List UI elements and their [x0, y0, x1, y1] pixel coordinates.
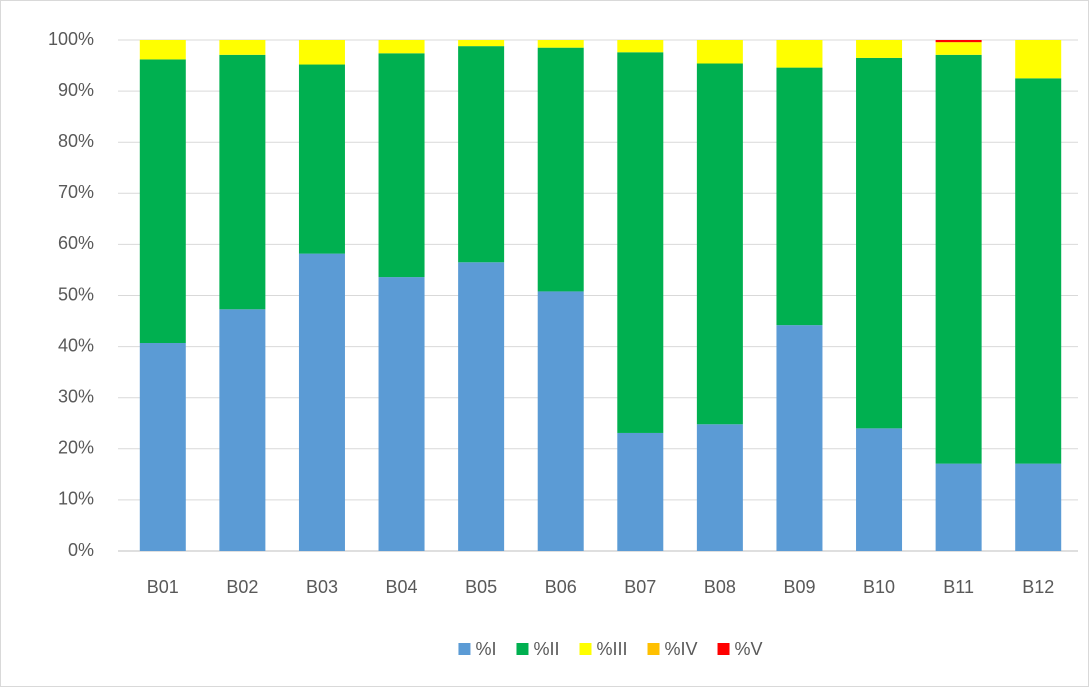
legend-label: %I: [475, 639, 496, 659]
legend-swatch: [579, 643, 592, 655]
legend-swatch: [458, 643, 471, 655]
bar-segment: [139, 40, 186, 60]
bar-segment: [935, 42, 982, 55]
legend-swatch: [717, 643, 730, 655]
bar-segment: [696, 424, 743, 551]
bar-segment: [776, 325, 823, 551]
x-tick-label: B04: [386, 577, 418, 597]
bar-segment: [935, 42, 982, 43]
bar-segment: [696, 40, 743, 64]
bar-segment: [537, 40, 584, 48]
bar-segment: [537, 47, 584, 292]
bar-segment: [856, 40, 903, 58]
bar-segment: [696, 63, 743, 425]
legend-label: %IV: [665, 639, 698, 659]
x-tick-label: B01: [147, 577, 179, 597]
y-tick-label: 90%: [58, 80, 94, 100]
y-tick-label: 60%: [58, 233, 94, 253]
y-tick-label: 10%: [58, 489, 94, 509]
y-tick-label: 40%: [58, 335, 94, 355]
y-tick-label: 0%: [68, 540, 94, 560]
legend-swatch: [516, 643, 529, 655]
bar-segment: [298, 40, 345, 65]
x-tick-label: B09: [783, 577, 815, 597]
bar-segment: [458, 262, 505, 551]
bar-segment: [776, 67, 823, 326]
bar-segment: [298, 253, 345, 551]
bar-segment: [378, 277, 425, 551]
x-tick-label: B06: [545, 577, 577, 597]
bar-segment: [935, 54, 982, 464]
legend-swatch: [647, 643, 660, 655]
x-tick-label: B12: [1022, 577, 1054, 597]
legend-label: %II: [533, 639, 559, 659]
x-tick-label: B03: [306, 577, 338, 597]
legend-label: %III: [596, 639, 627, 659]
y-tick-label: 100%: [48, 29, 94, 49]
y-tick-label: 80%: [58, 131, 94, 151]
y-tick-label: 70%: [58, 182, 94, 202]
x-tick-label: B05: [465, 577, 497, 597]
bar-segment: [617, 40, 664, 53]
bar-segment: [139, 343, 186, 551]
bar-segment: [378, 53, 425, 278]
x-tick-label: B08: [704, 577, 736, 597]
bar-segment: [617, 432, 664, 551]
bar-segment: [378, 40, 425, 54]
bar-segment: [219, 40, 266, 55]
bar-segment: [537, 291, 584, 551]
x-tick-label: B10: [863, 577, 895, 597]
bar-segment: [458, 46, 505, 263]
bar-segment: [219, 309, 266, 551]
x-tick-label: B11: [943, 577, 974, 597]
bar-segment: [935, 463, 982, 551]
bar-segment: [219, 54, 266, 310]
x-tick-label: B02: [226, 577, 258, 597]
bar-segment: [856, 428, 903, 551]
y-tick-label: 30%: [58, 386, 94, 406]
bar-segment: [298, 64, 345, 254]
y-tick-label: 20%: [58, 438, 94, 458]
bar-segment: [1015, 78, 1062, 464]
bar-segment: [856, 57, 903, 429]
bar-segment: [935, 40, 982, 43]
bar-segment: [1015, 40, 1062, 79]
legend-label: %V: [735, 639, 763, 659]
bar-segment: [1015, 463, 1062, 551]
y-tick-label: 50%: [58, 284, 94, 304]
bar-segment: [617, 52, 664, 433]
bar-segment: [139, 59, 186, 344]
bar-segment: [458, 40, 505, 47]
bar-segment: [776, 40, 823, 68]
x-tick-label: B07: [624, 577, 656, 597]
